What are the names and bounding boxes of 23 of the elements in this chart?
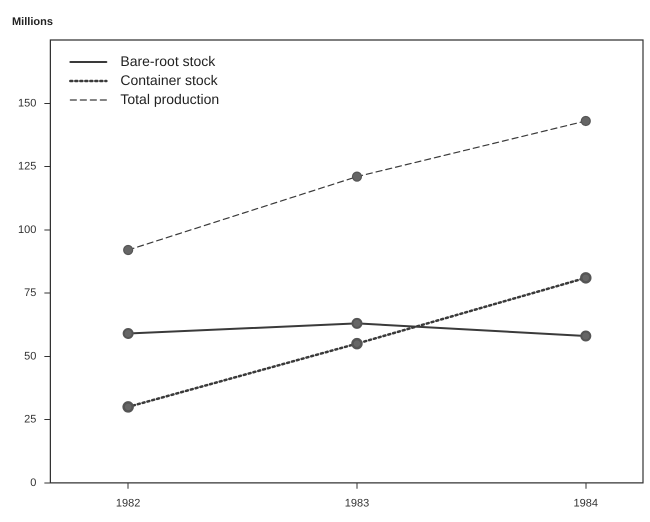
point — [580, 330, 592, 342]
legend-label: Bare-root stock — [120, 52, 216, 69]
y-tick-label: 125 — [18, 160, 36, 173]
point — [122, 401, 134, 413]
x-tick-label: 1982 — [116, 497, 140, 510]
x-tick-label: 1984 — [574, 497, 598, 510]
y-tick-label: 100 — [18, 224, 36, 236]
y-tick-label: 50 — [24, 350, 36, 362]
y-tick-label: 75 — [24, 287, 36, 300]
point — [352, 172, 362, 182]
y-tick-label: 25 — [24, 414, 36, 426]
point — [351, 318, 362, 329]
y-tick-label: 0 — [30, 476, 36, 489]
y-tick-label: 150 — [18, 97, 36, 110]
point — [123, 244, 134, 256]
y-axis-title: Millions — [12, 16, 53, 28]
point — [122, 328, 134, 340]
x-tick-label: 1983 — [344, 497, 370, 510]
point — [580, 116, 591, 126]
legend-label: Total production — [120, 90, 220, 107]
point — [580, 272, 592, 284]
legend-label: Container stock — [120, 72, 219, 88]
point — [351, 338, 363, 350]
